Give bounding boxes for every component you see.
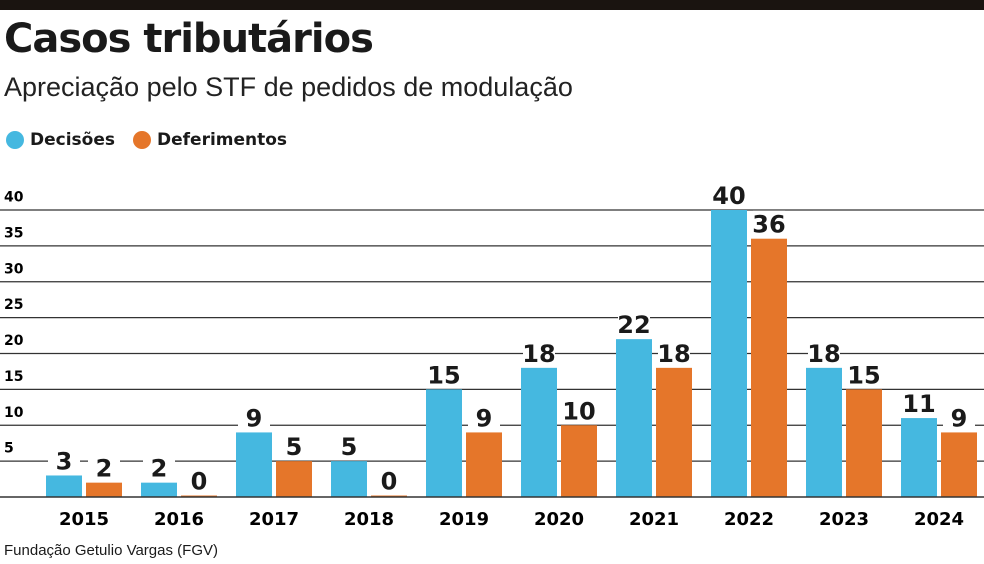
bar-decisoes bbox=[616, 339, 652, 497]
data-label: 18 bbox=[522, 340, 555, 368]
label-knockout bbox=[943, 404, 975, 429]
bar-decisoes bbox=[46, 475, 82, 497]
data-label: 0 bbox=[381, 468, 398, 496]
data-label: 2 bbox=[96, 455, 113, 483]
label-knockout bbox=[753, 210, 785, 235]
label-knockout bbox=[523, 339, 555, 364]
bar-decisoes bbox=[521, 367, 557, 497]
label-knockout bbox=[428, 361, 460, 386]
bar-deferimentos bbox=[86, 482, 122, 497]
label-knockout bbox=[468, 404, 500, 429]
label-knockout bbox=[183, 467, 215, 492]
label-knockout bbox=[848, 361, 880, 386]
y-tick-label: 25 bbox=[4, 297, 23, 313]
x-tick-label: 2024 bbox=[914, 509, 964, 530]
chart-title: Casos tributários bbox=[4, 16, 374, 62]
legend: Decisões Deferimentos bbox=[6, 130, 287, 150]
bar-deferimentos bbox=[561, 425, 597, 497]
label-knockout bbox=[238, 404, 270, 429]
source-note: Fundação Getulio Vargas (FGV) bbox=[4, 542, 218, 559]
y-tick-label: 10 bbox=[4, 405, 24, 421]
bar-deferimentos bbox=[276, 461, 312, 497]
x-tick-label: 2015 bbox=[59, 509, 109, 530]
data-label: 10 bbox=[562, 397, 595, 425]
data-label: 9 bbox=[476, 404, 493, 432]
bar-decisoes bbox=[236, 432, 272, 497]
data-label: 15 bbox=[847, 361, 880, 389]
x-tick-label: 2018 bbox=[344, 509, 394, 530]
bar-deferimentos bbox=[846, 389, 882, 497]
bar-decisoes bbox=[426, 389, 462, 497]
data-label: 2 bbox=[151, 455, 168, 483]
label-knockout bbox=[143, 454, 175, 479]
label-knockout bbox=[658, 339, 690, 364]
x-tick-label: 2019 bbox=[439, 509, 489, 530]
label-knockout bbox=[48, 447, 80, 472]
label-knockout bbox=[713, 182, 745, 206]
data-label: 5 bbox=[341, 433, 358, 461]
bar-decisoes bbox=[806, 367, 842, 497]
bar-decisoes bbox=[141, 482, 177, 497]
data-label: 18 bbox=[657, 340, 690, 368]
y-tick-label: 20 bbox=[4, 333, 24, 349]
bar-deferimentos bbox=[941, 432, 977, 497]
label-knockout bbox=[808, 339, 840, 364]
label-knockout bbox=[278, 433, 310, 458]
legend-deferimentos: Deferimentos bbox=[133, 130, 287, 150]
top-bar bbox=[0, 0, 984, 10]
data-label: 36 bbox=[752, 211, 785, 239]
y-tick-label: 15 bbox=[4, 369, 23, 385]
x-tick-label: 2017 bbox=[249, 509, 299, 530]
y-tick-label: 5 bbox=[4, 441, 14, 457]
legend-label: Decisões bbox=[30, 130, 115, 150]
y-tick-label: 30 bbox=[4, 261, 24, 277]
legend-label: Deferimentos bbox=[157, 130, 288, 150]
legend-swatch-decisoes bbox=[6, 131, 24, 149]
data-label: 0 bbox=[191, 468, 208, 496]
data-label: 15 bbox=[427, 361, 460, 389]
label-knockout bbox=[88, 454, 120, 479]
x-tick-label: 2020 bbox=[534, 509, 584, 530]
bar-deferimentos bbox=[466, 432, 502, 497]
data-label: 40 bbox=[712, 182, 745, 210]
data-label: 18 bbox=[807, 340, 840, 368]
label-knockout bbox=[563, 397, 595, 422]
bar-deferimentos bbox=[656, 367, 692, 497]
data-label: 9 bbox=[246, 404, 263, 432]
label-knockout bbox=[618, 311, 650, 336]
chart-subtitle: Apreciação pelo STF de pedidos de modula… bbox=[4, 72, 573, 102]
bar-decisoes bbox=[711, 210, 747, 497]
bar-deferimentos bbox=[751, 238, 787, 497]
legend-decisoes: Decisões bbox=[6, 130, 115, 150]
y-tick-label: 35 bbox=[4, 225, 23, 241]
x-tick-label: 2023 bbox=[819, 509, 869, 530]
x-tick-label: 2021 bbox=[629, 509, 679, 530]
data-label: 3 bbox=[56, 447, 73, 475]
x-tick-label: 2016 bbox=[154, 509, 204, 530]
x-tick-label: 2022 bbox=[724, 509, 774, 530]
label-knockout bbox=[373, 467, 405, 492]
label-knockout bbox=[903, 390, 935, 415]
bar-decisoes bbox=[901, 418, 937, 497]
legend-swatch-deferimentos bbox=[133, 131, 151, 149]
y-tick-label: 40 bbox=[4, 190, 24, 206]
data-label: 11 bbox=[902, 390, 935, 418]
label-knockout bbox=[333, 433, 365, 458]
data-label: 22 bbox=[617, 311, 650, 339]
data-label: 9 bbox=[951, 404, 968, 432]
data-label: 5 bbox=[286, 433, 303, 461]
bar-decisoes bbox=[331, 461, 367, 497]
